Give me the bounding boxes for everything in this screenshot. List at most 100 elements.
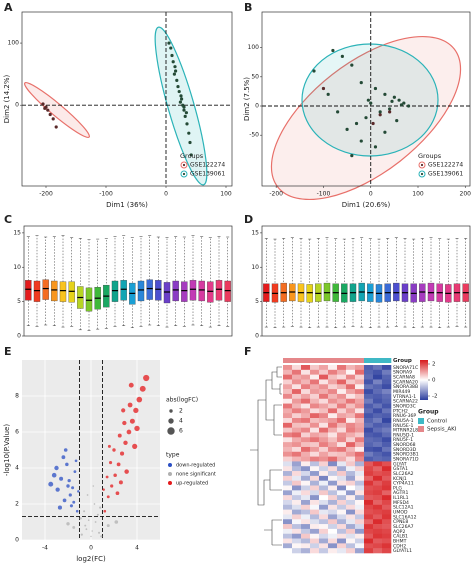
annotation-cell [346,358,356,363]
heatmap-cell [355,499,365,506]
legend-swatch [420,172,424,176]
row-label: VTRNA1-1 [393,394,416,400]
heatmap-cell [364,504,374,510]
heatmap-cell [310,451,320,457]
heatmap-cell [301,442,311,448]
heatmap-cell [301,514,311,520]
heatmap-cell [292,437,302,443]
row-label: SNORD3D [393,447,417,453]
panel-label: B [244,1,252,14]
x-tick-label: 4 [135,545,139,552]
heatmap-cell [283,408,293,414]
heatmap-cell [283,490,293,496]
heatmap-cell [292,524,302,530]
heatmap-cell [310,495,320,501]
y-tick-label: 5 [255,298,259,305]
row-label: SLC26A7 [393,524,414,530]
point [41,102,45,106]
heatmap-cell [292,427,302,433]
heatmap-cell [310,475,320,481]
heatmap-cell [373,509,383,515]
point [69,504,73,508]
heatmap-cell [283,548,293,554]
heatmap-cell [337,543,347,549]
heatmap-cell [283,456,293,462]
heatmap-cell [319,398,329,404]
heatmap-cell [382,422,392,428]
point [350,154,354,158]
heatmap-cell [382,475,392,481]
row-label: MIR449 [393,389,410,395]
heatmap-cell [283,427,293,433]
group-ellipse [23,82,91,138]
point [388,110,392,114]
annotation-cell [310,358,320,363]
point [96,513,99,516]
color-bar-label: -2 [432,394,437,400]
heatmap-cell [382,446,392,453]
heatmap-cell [364,475,374,481]
point [187,131,191,135]
y-tick-label: 0 [15,537,19,544]
box [68,281,75,303]
row-label: PTCH2 [393,408,408,414]
heatmap-cell [283,509,293,515]
heatmap-cell [310,533,320,539]
heatmap-cell [364,365,374,371]
heatmap-cell [355,408,365,414]
heatmap-cell [355,393,365,400]
y-axis-title: -log10(P.Value) [3,424,11,476]
heatmap-cell [355,403,365,409]
point [77,490,80,493]
heatmap-cell [328,389,338,395]
heatmap-cell [319,451,329,457]
row-label: BHMT [393,538,407,544]
annotation-cell [292,358,302,363]
heatmap-cell [328,528,338,535]
heatmap-cell [382,374,392,380]
point [340,54,344,58]
row-label: RNU5F-1 [393,437,413,443]
heatmap-cell [292,369,302,375]
point [373,145,378,149]
heatmap-cell [337,519,347,525]
annotation-cell [319,358,329,363]
heatmap-cell [310,490,320,496]
heatmap-cell [310,393,320,400]
point [93,503,96,505]
heatmap-cell [355,524,365,530]
heatmap-cell [355,456,365,462]
heatmap-cell [337,427,347,433]
heatmap-cell [328,442,338,448]
heatmap-cell [364,466,374,472]
point [123,440,128,445]
point [71,486,75,490]
heatmap-cell [292,446,302,453]
heatmap-cell [310,369,320,375]
row-label: CDH2 [393,543,406,549]
heatmap-cell [319,446,329,453]
heatmap-cell [373,365,383,371]
heatmap-cell [301,480,311,486]
point [118,480,123,485]
row-label: GLYAT [393,461,407,467]
heatmap-cell [382,543,392,549]
heatmap-cell [337,499,347,506]
heatmap-cell [283,446,293,453]
heatmap-cell [346,427,356,433]
heatmap-cell [337,456,347,462]
heatmap-cell [292,528,302,535]
point [105,475,109,479]
heatmap-cell [283,475,293,481]
point [51,472,57,478]
legend-label: down-regulated [176,463,215,469]
point [312,69,316,73]
point [80,533,83,536]
heatmap-cell [355,533,365,539]
heatmap-cell [346,446,356,453]
heatmap-cell [301,393,311,400]
heatmap-cell [283,365,293,371]
heatmap-cell [310,471,320,477]
heatmap-cell [319,461,329,467]
point [345,127,349,131]
